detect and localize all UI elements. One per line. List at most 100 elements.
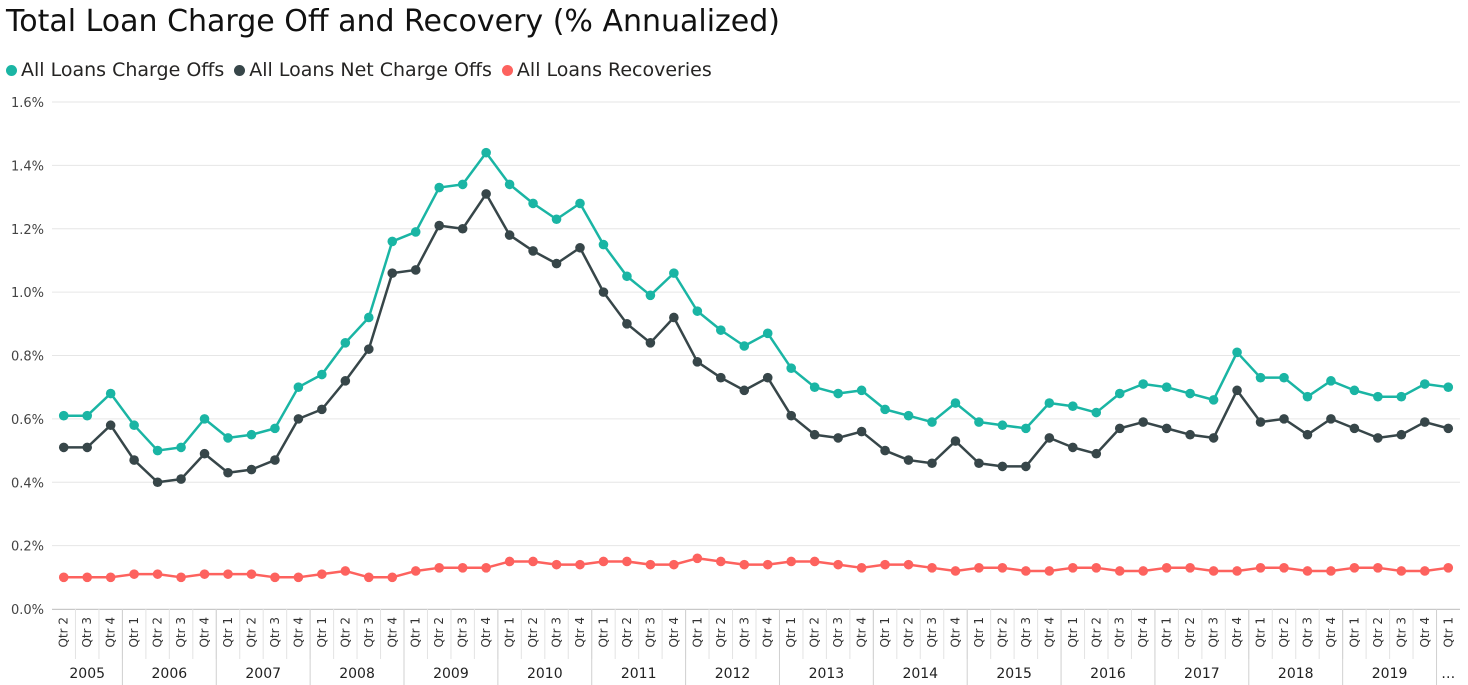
data-point[interactable] — [293, 572, 304, 583]
data-point[interactable] — [129, 569, 139, 579]
data-point[interactable] — [1420, 566, 1430, 576]
data-point[interactable] — [809, 556, 820, 567]
data-point[interactable] — [481, 563, 491, 573]
data-point[interactable] — [410, 265, 421, 275]
data-point[interactable] — [1443, 423, 1454, 434]
data-point[interactable] — [129, 455, 139, 465]
data-point[interactable] — [974, 458, 984, 469]
data-point[interactable] — [528, 556, 538, 567]
data-point[interactable] — [950, 566, 961, 576]
data-point[interactable] — [317, 404, 327, 415]
data-point[interactable] — [246, 429, 257, 440]
data-point[interactable] — [457, 563, 468, 573]
data-point[interactable] — [1021, 461, 1031, 472]
data-point[interactable] — [950, 436, 961, 446]
data-point[interactable] — [1396, 391, 1407, 402]
data-point[interactable] — [58, 442, 69, 453]
data-point[interactable] — [105, 572, 116, 583]
data-point[interactable] — [809, 382, 820, 392]
data-point[interactable] — [786, 556, 796, 567]
data-point[interactable] — [1326, 376, 1336, 386]
data-point[interactable] — [434, 563, 445, 573]
data-point[interactable] — [716, 372, 726, 383]
data-point[interactable] — [622, 271, 632, 282]
data-point[interactable] — [575, 198, 585, 209]
data-point[interactable] — [716, 325, 726, 335]
data-point[interactable] — [364, 312, 374, 323]
data-point[interactable] — [669, 312, 679, 323]
data-point[interactable] — [340, 376, 351, 386]
data-point[interactable] — [340, 566, 351, 576]
data-point[interactable] — [669, 559, 679, 570]
data-point[interactable] — [1161, 563, 1172, 573]
data-point[interactable] — [317, 569, 327, 579]
data-point[interactable] — [129, 420, 139, 431]
data-point[interactable] — [974, 417, 984, 427]
data-point[interactable] — [1138, 379, 1148, 389]
data-point[interactable] — [481, 189, 491, 199]
data-point[interactable] — [622, 556, 632, 567]
data-point[interactable] — [82, 572, 92, 583]
data-point[interactable] — [58, 572, 69, 583]
data-point[interactable] — [1396, 429, 1407, 440]
data-point[interactable] — [1302, 566, 1313, 576]
data-point[interactable] — [645, 290, 656, 301]
data-point[interactable] — [1091, 563, 1102, 573]
data-point[interactable] — [387, 236, 398, 247]
data-point[interactable] — [1114, 388, 1125, 399]
data-point[interactable] — [82, 410, 92, 421]
data-point[interactable] — [903, 455, 914, 465]
data-point[interactable] — [692, 553, 703, 564]
data-point[interactable] — [575, 242, 585, 253]
data-point[interactable] — [1326, 566, 1336, 576]
data-point[interactable] — [692, 357, 703, 367]
data-point[interactable] — [1255, 563, 1266, 573]
data-point[interactable] — [598, 239, 609, 250]
data-point[interactable] — [410, 566, 421, 576]
data-point[interactable] — [1068, 401, 1078, 412]
data-point[interactable] — [387, 572, 398, 583]
data-point[interactable] — [880, 559, 890, 570]
data-point[interactable] — [1021, 423, 1031, 434]
data-point[interactable] — [927, 563, 937, 573]
data-point[interactable] — [246, 569, 257, 579]
data-point[interactable] — [739, 559, 750, 570]
data-point[interactable] — [82, 442, 92, 453]
data-point[interactable] — [692, 306, 703, 316]
data-point[interactable] — [410, 227, 421, 237]
data-point[interactable] — [1208, 395, 1219, 405]
data-point[interactable] — [340, 338, 351, 348]
data-point[interactable] — [528, 246, 538, 256]
data-point[interactable] — [223, 467, 233, 478]
data-point[interactable] — [1185, 563, 1195, 573]
data-point[interactable] — [504, 179, 515, 190]
data-point[interactable] — [1161, 423, 1172, 434]
data-point[interactable] — [1443, 563, 1454, 573]
data-point[interactable] — [997, 563, 1008, 573]
data-point[interactable] — [1114, 566, 1125, 576]
legend-item-charge-offs[interactable]: All Loans Charge Offs — [6, 59, 224, 81]
data-point[interactable] — [833, 388, 843, 399]
data-point[interactable] — [974, 563, 984, 573]
data-point[interactable] — [997, 461, 1008, 472]
data-point[interactable] — [223, 569, 233, 579]
data-point[interactable] — [504, 556, 515, 567]
data-point[interactable] — [246, 464, 257, 475]
data-point[interactable] — [739, 385, 750, 396]
data-point[interactable] — [1373, 391, 1383, 402]
data-point[interactable] — [950, 398, 961, 408]
data-point[interactable] — [1302, 391, 1313, 402]
data-point[interactable] — [903, 559, 914, 570]
data-point[interactable] — [1349, 563, 1360, 573]
data-point[interactable] — [833, 433, 843, 443]
data-point[interactable] — [997, 420, 1008, 431]
data-point[interactable] — [293, 414, 304, 424]
data-point[interactable] — [903, 410, 914, 421]
data-point[interactable] — [1279, 372, 1289, 383]
data-point[interactable] — [1255, 417, 1266, 427]
data-point[interactable] — [176, 572, 186, 583]
data-point[interactable] — [105, 420, 116, 431]
data-point[interactable] — [1185, 388, 1195, 399]
data-point[interactable] — [927, 458, 937, 469]
data-point[interactable] — [786, 363, 796, 373]
